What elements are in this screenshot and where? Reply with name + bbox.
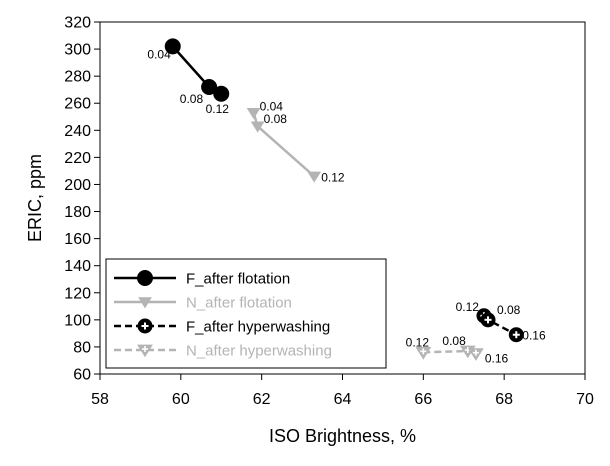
x-axis-title: ISO Brightness, %: [269, 426, 416, 446]
legend-label: F_after hyperwashing: [186, 319, 330, 336]
legend-entry: N_after flotation: [114, 295, 292, 312]
series-0: [164, 38, 230, 102]
marker-triangle: [246, 108, 261, 120]
data-point: [201, 78, 218, 95]
x-tick-label: 66: [414, 391, 432, 408]
data-point: [213, 85, 230, 102]
series-3: [415, 345, 484, 361]
marker-circle: [201, 78, 218, 95]
marker-triangle: [250, 121, 265, 133]
y-tick-label: 80: [73, 339, 91, 356]
legend-entry: F_after hyperwashing: [114, 318, 330, 336]
x-tick-label: 58: [91, 391, 109, 408]
data-point: [415, 346, 432, 360]
data-point: [467, 348, 484, 361]
y-tick-label: 140: [64, 258, 91, 275]
series-2: [476, 308, 524, 343]
y-tick-label: 200: [64, 177, 91, 194]
point-label: 0.08: [442, 334, 466, 348]
x-tick-label: 62: [253, 391, 271, 408]
legend-marker: [137, 344, 153, 358]
y-tick-label: 260: [64, 96, 91, 113]
point-label: 0.12: [321, 170, 345, 184]
y-tick-label: 60: [73, 367, 91, 384]
y-tick-label: 220: [64, 150, 91, 167]
point-label: 0.16: [485, 352, 509, 366]
legend-label: N_after flotation: [186, 295, 292, 312]
legend-label: N_after hyperwashing: [186, 343, 332, 360]
point-label: 0.12: [206, 102, 230, 116]
marker-circle: [137, 270, 153, 286]
y-tick-label: 280: [64, 69, 91, 86]
data-point: [164, 38, 181, 55]
x-tick-label: 64: [334, 391, 352, 408]
y-tick-label: 100: [64, 312, 91, 329]
data-point: [250, 121, 265, 133]
data-point: [307, 171, 322, 183]
data-point: [480, 312, 496, 328]
y-tick-label: 300: [64, 42, 91, 59]
y-tick-label: 320: [64, 15, 91, 32]
y-axis-title: ERIC, ppm: [25, 154, 45, 242]
data-point: [246, 108, 261, 120]
y-tick-label: 180: [64, 204, 91, 221]
data-point: [508, 327, 524, 343]
legend-marker: [138, 297, 152, 309]
point-label: 0.04: [260, 100, 284, 114]
series-1: [246, 108, 322, 183]
x-tick-label: 70: [576, 391, 594, 408]
marker-circle: [213, 85, 230, 102]
legend-marker: [137, 270, 153, 286]
marker-triangle: [138, 297, 152, 309]
x-tick-label: 60: [172, 391, 190, 408]
point-label: 0.08: [497, 303, 521, 317]
legend-entry: N_after hyperwashing: [114, 343, 332, 360]
y-tick-label: 160: [64, 231, 91, 248]
point-label: 0.16: [522, 329, 546, 343]
legend-marker: [137, 318, 153, 334]
y-tick-label: 120: [64, 285, 91, 302]
point-label: 0.12: [406, 335, 430, 349]
marker-circle: [164, 38, 181, 55]
legend-entry: F_after flotation: [114, 270, 290, 288]
point-label: 0.08: [180, 92, 204, 106]
x-tick-label: 68: [495, 391, 513, 408]
marker-triangle: [307, 171, 322, 183]
point-label: 0.12: [456, 300, 480, 314]
point-label: 0.04: [147, 47, 171, 61]
y-tick-label: 240: [64, 123, 91, 140]
legend-label: F_after flotation: [186, 271, 290, 288]
point-label: 0.08: [264, 112, 288, 126]
